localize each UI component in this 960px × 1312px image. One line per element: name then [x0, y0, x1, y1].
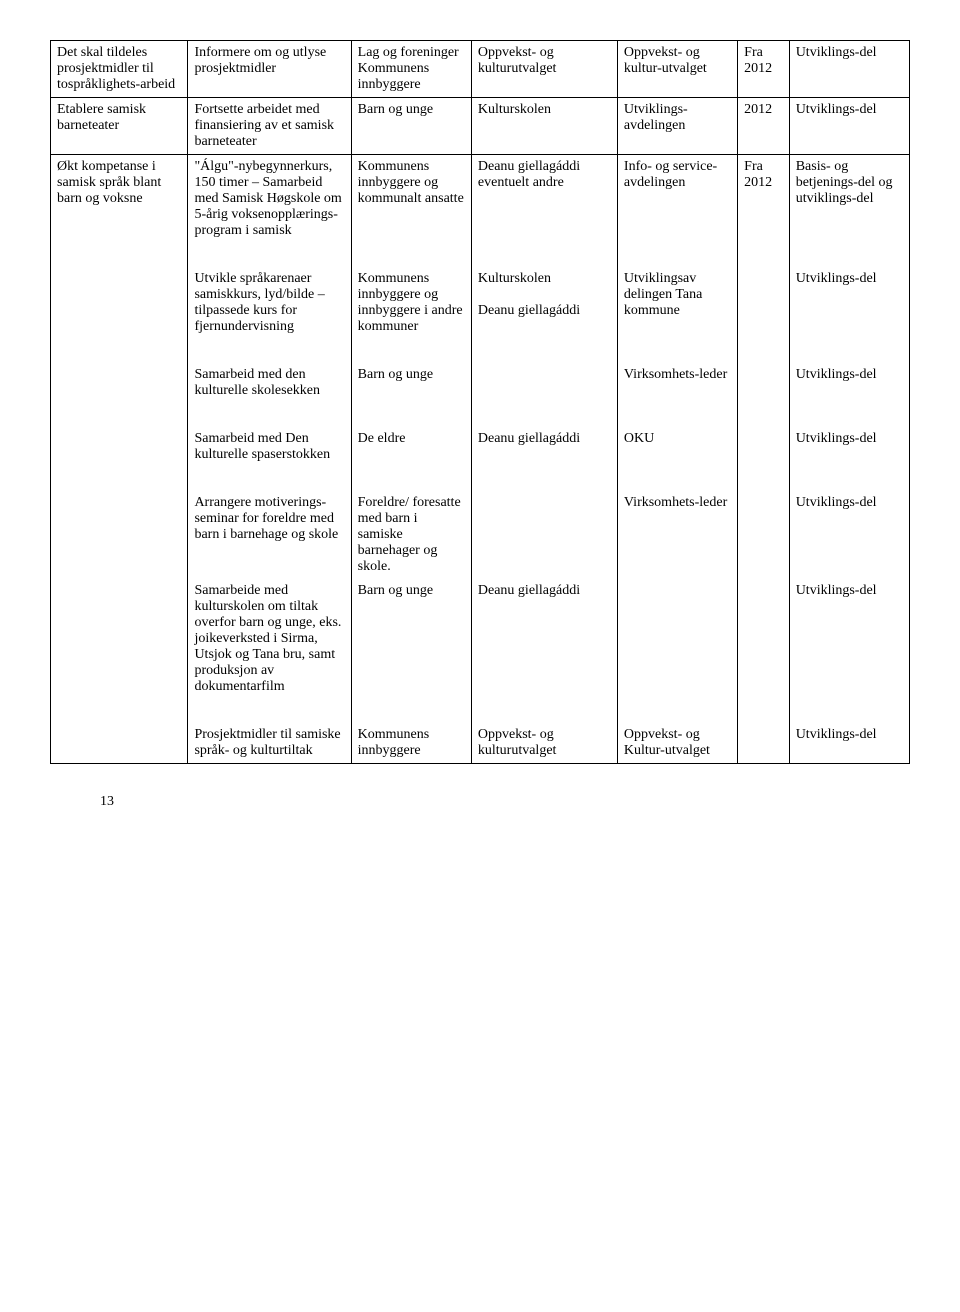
table-cell: Kommunens innbyggere: [351, 723, 471, 764]
table-cell: [738, 363, 790, 427]
table-cell: Samarbeide med kulturskolen om tiltak ov…: [188, 579, 351, 723]
table-cell: 2012: [738, 98, 790, 155]
table-cell: [617, 579, 737, 723]
table-cell: Informere om og utlyse prosjektmidler: [188, 41, 351, 98]
table-cell: Barn og unge: [351, 98, 471, 155]
table-cell: Lag og foreninger Kommunens innbyggere: [351, 41, 471, 98]
table-cell: Virksomhets-leder: [617, 363, 737, 427]
table-cell: Foreldre/ foresatte med barn i samiske b…: [351, 491, 471, 579]
table-cell: Barn og unge: [351, 579, 471, 723]
table-cell: Samarbeid med Den kulturelle spaserstokk…: [188, 427, 351, 491]
table-cell: "Álgu"-nybegynnerkurs, 150 timer – Samar…: [188, 155, 351, 268]
table-cell: Utviklings-del: [789, 579, 909, 723]
table-cell: Utviklings-del: [789, 98, 909, 155]
table-cell: Fra 2012: [738, 41, 790, 98]
table-cell: Fortsette arbeidet med finansiering av e…: [188, 98, 351, 155]
table-cell: Etablere samisk barneteater: [51, 98, 188, 155]
table-cell: Virksomhets-leder: [617, 491, 737, 579]
table-cell: [471, 363, 617, 427]
table-cell: OKU: [617, 427, 737, 491]
table-cell: Deanu giellagáddi eventuelt andre: [471, 155, 617, 268]
table-cell: Utviklings-del: [789, 723, 909, 764]
table-cell: Oppvekst- og kulturutvalget: [471, 723, 617, 764]
table-cell: De eldre: [351, 427, 471, 491]
table-cell: Kommunens innbyggere og innbyggere i and…: [351, 267, 471, 363]
table-cell: Utviklings-del: [789, 267, 909, 363]
table-cell: Oppvekst- og kultur-utvalget: [617, 41, 737, 98]
table-cell: [738, 427, 790, 491]
table-cell: Arrangere motiverings-seminar for foreld…: [188, 491, 351, 579]
table-cell: [738, 491, 790, 579]
table-cell: Barn og unge: [351, 363, 471, 427]
table-cell: Basis- og betjenings-del og utviklings-d…: [789, 155, 909, 268]
table-cell: Samarbeid med den kulturelle skolesekken: [188, 363, 351, 427]
table-cell: Utviklings-del: [789, 363, 909, 427]
table-cell: Utvikle språkarenaer samiskkurs, lyd/bil…: [188, 267, 351, 363]
table-cell: Utviklings-del: [789, 41, 909, 98]
table-cell: Utviklings-del: [789, 491, 909, 579]
table-cell: [738, 579, 790, 723]
table-cell: KulturskolenDeanu giellagáddi: [471, 267, 617, 363]
table-cell: [471, 491, 617, 579]
table-cell: Oppvekst- og kulturutvalget: [471, 41, 617, 98]
table-cell: Info- og service-avdelingen: [617, 155, 737, 268]
page-number: 13: [50, 794, 910, 810]
document-table: Det skal tildeles prosjektmidler til tos…: [50, 40, 910, 764]
table-row: Etablere samisk barneteaterFortsette arb…: [51, 98, 910, 155]
table-row: Økt kompetanse i samisk språk blant barn…: [51, 155, 910, 268]
table-cell: Utviklings-del: [789, 427, 909, 491]
table-cell: Prosjektmidler til samiske språk- og kul…: [188, 723, 351, 764]
table-cell: Det skal tildeles prosjektmidler til tos…: [51, 41, 188, 98]
table-cell: Oppvekst- og Kultur-utvalget: [617, 723, 737, 764]
table-cell: Deanu giellagáddi: [471, 427, 617, 491]
table-cell: Fra 2012: [738, 155, 790, 268]
table-cell: [738, 267, 790, 363]
table-cell: Kommunens innbyggere og kommunalt ansatt…: [351, 155, 471, 268]
table-cell: [738, 723, 790, 764]
table-cell: Deanu giellagáddi: [471, 579, 617, 723]
table-cell: Økt kompetanse i samisk språk blant barn…: [51, 155, 188, 764]
table-cell: Utviklings-avdelingen: [617, 98, 737, 155]
table-row: Det skal tildeles prosjektmidler til tos…: [51, 41, 910, 98]
table-cell: Utviklingsav delingen Tana kommune: [617, 267, 737, 363]
table-cell: Kulturskolen: [471, 98, 617, 155]
